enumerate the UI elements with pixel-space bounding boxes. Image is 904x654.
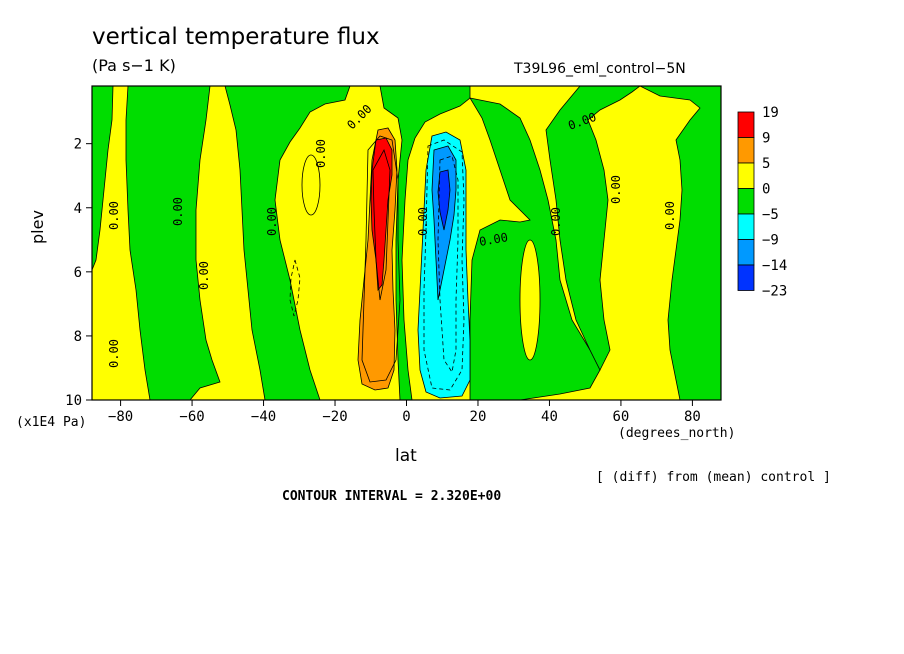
- y-tick-label: 10: [65, 393, 82, 409]
- colorbar-swatch: [737, 264, 755, 291]
- region-pos-max: [370, 137, 393, 292]
- x-tick-label: 60: [613, 409, 630, 425]
- colorbar-swatch: [737, 111, 755, 138]
- colorbar-swatch: [737, 213, 755, 240]
- region-neg: [92, 86, 114, 271]
- y-tick-label: 8: [74, 329, 82, 345]
- y-tick-label: 4: [74, 201, 82, 217]
- colorbar-label: 9: [762, 131, 770, 147]
- contour-label: 0.00: [549, 207, 563, 236]
- colorbar-label: −14: [762, 258, 787, 274]
- contour-label: 0.00: [609, 175, 623, 204]
- contour-label: 0.00: [416, 207, 430, 236]
- x-tick-label: −80: [108, 409, 133, 425]
- y-axis-units: (x1E4 Pa): [16, 415, 87, 430]
- x-tick-label: −20: [322, 409, 347, 425]
- colorbar-label: 0: [762, 182, 770, 198]
- x-tick-label: 80: [684, 409, 701, 425]
- region-neg: [545, 86, 641, 371]
- negative-contours: [289, 139, 465, 391]
- contour-label: 0.00: [663, 201, 677, 230]
- plot-area: [92, 86, 721, 400]
- colorbar-label: −23: [762, 284, 787, 300]
- region-pos: [519, 239, 541, 361]
- colorbar-label: −9: [762, 233, 779, 249]
- colorbar-swatch: [737, 137, 755, 164]
- run-label: T39L96_eml_control−5N: [514, 61, 686, 77]
- x-axis: −80 −60 −40 −20 0 20 40 60 80: [108, 400, 701, 425]
- region-neg-peak: [437, 169, 451, 231]
- contour-label: 0.00: [107, 339, 121, 368]
- contour-label: 0.00: [478, 230, 509, 249]
- x-tick-label: 0: [402, 409, 410, 425]
- contour-label: 0.00: [265, 207, 279, 236]
- region-neg: [125, 86, 221, 400]
- region-pos: [301, 154, 321, 216]
- contour-label: 0.00: [171, 197, 185, 226]
- colorbar-swatch: [737, 162, 755, 189]
- y-tick-label: 2: [74, 137, 82, 153]
- x-axis-label: lat: [395, 446, 417, 466]
- chart-title: vertical temperature flux: [92, 24, 380, 50]
- colorbar-swatch: [737, 239, 755, 266]
- x-tick-label: −60: [179, 409, 204, 425]
- region-neg: [379, 86, 471, 400]
- contour-interval-text: CONTOUR INTERVAL = 2.320E+00: [282, 489, 502, 504]
- positive-contours: [361, 135, 401, 383]
- y-tick-label: 6: [74, 265, 82, 281]
- diff-note: [ (diff) from (mean) control ]: [596, 470, 831, 485]
- colorbar-label: −5: [762, 207, 779, 223]
- colorbar: 19 9 5 0 −5 −9 −14 −23: [737, 105, 787, 300]
- region-neg: [224, 86, 351, 400]
- chart-units: (Pa s−1 K): [92, 56, 176, 75]
- y-axis: 2 4 6 8 10: [65, 137, 92, 409]
- colorbar-label: 5: [762, 156, 770, 172]
- region-neg: [639, 86, 721, 400]
- contour-label: 0.00: [314, 139, 328, 168]
- colorbar-label: 19: [762, 105, 779, 121]
- contour-label: 0.00: [107, 201, 121, 230]
- x-tick-label: 20: [470, 409, 487, 425]
- x-axis-units: (degrees_north): [618, 426, 736, 441]
- colorbar-swatch: [737, 188, 755, 215]
- x-tick-label: −40: [251, 409, 276, 425]
- contour-label: 0.00: [197, 261, 211, 290]
- x-tick-label: 40: [541, 409, 558, 425]
